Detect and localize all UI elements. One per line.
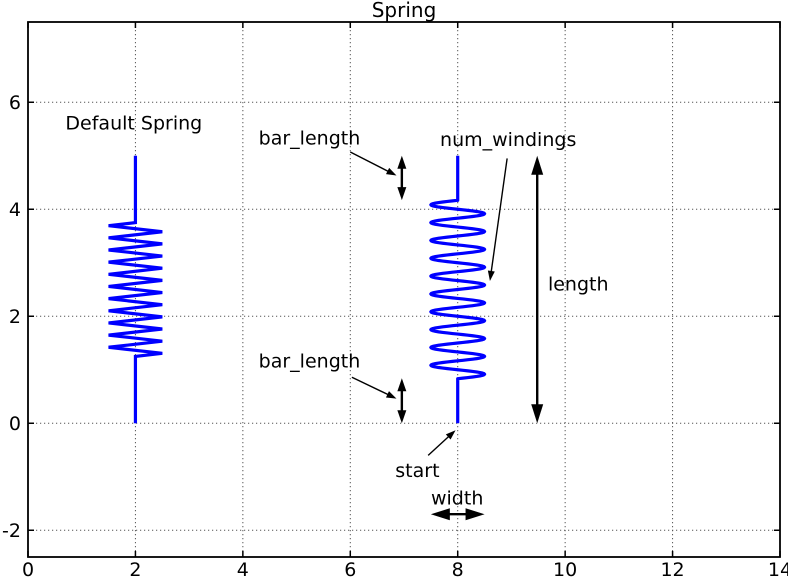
y-tick-label-2: 2: [9, 306, 21, 328]
bar-length-lower-pointer-head: [385, 391, 397, 399]
width-dim-head-end: [465, 508, 485, 521]
y-tick-label-6: 6: [9, 92, 21, 114]
length-label: length: [548, 274, 609, 296]
bar-length-upper-pointer-shaft: [349, 151, 392, 174]
x-tick-label-12: 12: [660, 559, 684, 577]
y-tick-label-4: 4: [9, 199, 21, 221]
num-windings-pointer-head: [487, 270, 495, 281]
y-tick-label-0: 0: [9, 413, 21, 435]
num-windings-label: num_windings: [440, 129, 576, 151]
start-label: start: [395, 460, 439, 482]
bar-length-upper-pointer-head: [385, 167, 397, 176]
default-spring-label: Default Spring: [65, 113, 202, 135]
x-tick-label-6: 6: [344, 559, 356, 577]
start-pointer-head: [445, 430, 456, 440]
width-dim-head-start: [430, 508, 450, 521]
num-windings-pointer-shaft: [490, 158, 508, 276]
axes-frame: [27, 21, 781, 558]
length-dim-head-start: [531, 155, 544, 175]
y-tick-label--2: -2: [2, 520, 21, 542]
x-tick-label-0: 0: [22, 559, 34, 577]
plot-title: Spring: [372, 0, 437, 22]
x-tick-label-14: 14: [768, 559, 788, 577]
start-pointer-shaft: [427, 433, 452, 456]
length-dim-head-end: [531, 404, 544, 424]
x-tick-label-4: 4: [237, 559, 249, 577]
x-tick-label-8: 8: [452, 559, 464, 577]
bar-length-lower-dim-head-end: [397, 410, 407, 424]
bar-length-lower-pointer-shaft: [351, 376, 392, 397]
width-label: width: [431, 488, 483, 510]
x-tick-label-2: 2: [129, 559, 141, 577]
default-spring: [108, 155, 163, 424]
bar-length-lower-dim-head-start: [397, 378, 407, 392]
axes-background: [28, 22, 780, 557]
bar-length-upper-dim-head-start: [397, 155, 407, 169]
bar-length-lower-label: bar_length: [259, 351, 361, 373]
bar-length-upper-dim-head-end: [397, 187, 407, 201]
bar-length-upper-label: bar_length: [259, 128, 361, 150]
x-tick-label-10: 10: [553, 559, 577, 577]
annotated-spring: [429, 155, 487, 424]
